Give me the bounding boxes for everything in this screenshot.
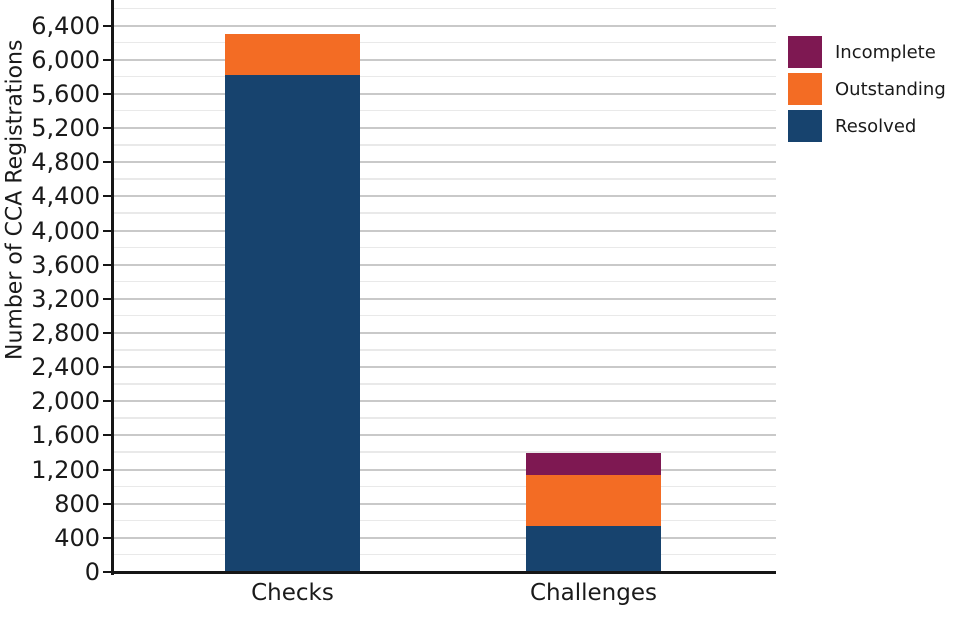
minor-gridline — [113, 7, 776, 10]
major-gridline — [113, 331, 776, 334]
x-category-label-challenges: Challenges — [530, 580, 657, 606]
major-gridline — [113, 536, 776, 539]
major-gridline — [113, 127, 776, 130]
bar-segment-outstanding-checks — [225, 34, 360, 76]
y-tick-label: 5,600 — [31, 79, 100, 108]
y-tick-mark — [103, 331, 111, 334]
y-tick-label: 1,200 — [31, 455, 100, 484]
minor-gridline — [113, 485, 776, 488]
y-tick-mark — [103, 571, 111, 573]
y-tick-mark — [103, 400, 111, 403]
legend-label: Resolved — [835, 115, 917, 137]
minor-gridline — [113, 519, 776, 522]
y-tick-label: 6,400 — [31, 11, 100, 40]
bar-segment-resolved-checks — [225, 75, 360, 572]
major-gridline — [113, 400, 776, 403]
y-tick-label: 0 — [84, 558, 100, 586]
y-tick-label: 2,000 — [31, 387, 100, 416]
y-tick-label: 3,200 — [31, 284, 100, 313]
major-gridline — [113, 263, 776, 266]
legend-item-incomplete: Incomplete — [788, 36, 946, 68]
major-gridline — [113, 502, 776, 505]
y-tick-label: 4,800 — [31, 148, 100, 177]
y-tick-mark — [103, 263, 111, 266]
major-gridline — [113, 229, 776, 232]
y-tick-label: 3,600 — [31, 250, 100, 279]
bar-segment-incomplete-challenges — [526, 452, 661, 475]
major-gridline — [113, 468, 776, 471]
minor-gridline — [113, 109, 776, 112]
y-tick-label: 1,600 — [31, 421, 100, 450]
y-tick-mark — [103, 229, 111, 232]
y-tick-label: 4,400 — [31, 182, 100, 211]
minor-gridline — [113, 178, 776, 180]
y-tick-label: 800 — [54, 489, 100, 518]
x-category-label-checks: Checks — [251, 580, 334, 606]
y-tick-label: 4,000 — [31, 216, 100, 245]
minor-gridline — [113, 417, 776, 419]
legend-swatch-resolved — [788, 110, 822, 142]
plot-area — [113, 0, 776, 572]
legend-label: Outstanding — [835, 78, 946, 100]
y-tick-mark — [103, 297, 111, 300]
major-gridline — [113, 195, 776, 198]
x-axis-spine — [111, 571, 776, 574]
y-tick-label: 6,000 — [31, 45, 100, 74]
y-tick-label: 400 — [54, 523, 100, 552]
legend-swatch-outstanding — [788, 73, 822, 105]
major-gridline — [113, 434, 776, 437]
minor-gridline — [113, 212, 776, 214]
minor-gridline — [113, 75, 776, 78]
minor-gridline — [113, 280, 776, 283]
minor-gridline — [113, 383, 776, 385]
y-tick-mark — [103, 502, 111, 505]
minor-gridline — [113, 246, 776, 249]
minor-gridline — [113, 349, 776, 351]
y-tick-label: 2,400 — [31, 353, 100, 382]
minor-gridline — [113, 314, 776, 317]
major-gridline — [113, 92, 776, 95]
major-gridline — [113, 297, 776, 300]
major-gridline — [113, 58, 776, 61]
major-gridline — [113, 24, 776, 27]
major-gridline — [113, 161, 776, 164]
y-tick-label: 5,200 — [31, 114, 100, 143]
legend-label: Incomplete — [835, 41, 936, 63]
y-tick-mark — [103, 468, 111, 471]
legend: Incomplete Outstanding Resolved — [788, 36, 946, 142]
minor-gridline — [113, 451, 776, 453]
legend-item-resolved: Resolved — [788, 110, 946, 142]
y-tick-mark — [103, 24, 111, 27]
y-tick-mark — [103, 58, 111, 61]
bar-segment-resolved-challenges — [526, 525, 661, 572]
y-tick-mark — [103, 536, 111, 539]
y-tick-mark — [103, 161, 111, 164]
minor-gridline — [113, 553, 776, 556]
y-tick-mark — [103, 366, 111, 369]
legend-swatch-incomplete — [788, 36, 822, 68]
y-axis-spine — [111, 0, 114, 575]
y-tick-mark — [103, 195, 111, 198]
minor-gridline — [113, 41, 776, 44]
major-gridline — [113, 366, 776, 369]
y-tick-mark — [103, 92, 111, 95]
bar-segment-outstanding-challenges — [526, 474, 661, 526]
minor-gridline — [113, 144, 776, 146]
y-tick-mark — [103, 434, 111, 437]
y-tick-label: 2,800 — [31, 318, 100, 347]
legend-item-outstanding: Outstanding — [788, 73, 946, 105]
y-tick-mark — [103, 127, 111, 130]
